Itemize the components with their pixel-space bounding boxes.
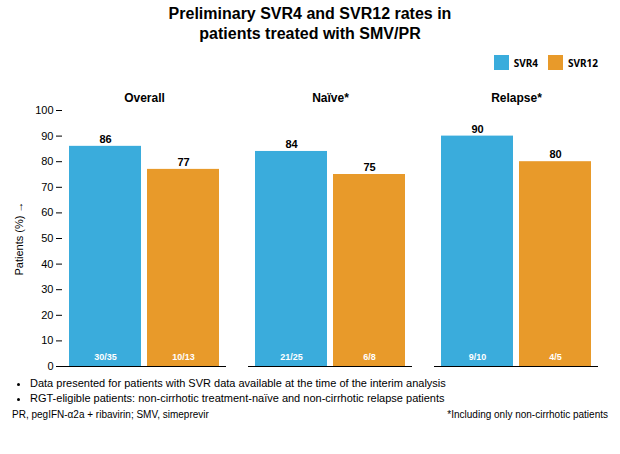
html-text:*Including only non-cirrhotic: *Including only non-cirrhotic patients — [447, 408, 608, 420]
html-text:SVR4: SVR4 — [513, 55, 538, 70]
svg-text:80: 80 — [549, 148, 561, 160]
svg-text:70: 70 — [41, 181, 53, 193]
svg-text:80: 80 — [41, 155, 53, 167]
svg-text:60: 60 — [41, 206, 53, 218]
svg-text:90: 90 — [41, 130, 53, 142]
svg-text:10: 10 — [41, 334, 53, 346]
svg-text:10/13: 10/13 — [172, 352, 195, 362]
svg-text:84: 84 — [285, 138, 298, 150]
svg-text:Patients (%) →: Patients (%) → — [13, 202, 25, 276]
svg-text:86: 86 — [99, 133, 111, 145]
html-text:PR, pegIFN-α2a + ribavirin; SM: PR, pegIFN-α2a + ribavirin; SMV, simepre… — [12, 408, 209, 420]
svg-text:90: 90 — [471, 123, 483, 135]
svg-text:30: 30 — [41, 283, 53, 295]
svg-text:4/5: 4/5 — [549, 352, 562, 362]
svg-text:100: 100 — [35, 104, 53, 116]
svg-text:Relapse*: Relapse* — [491, 91, 542, 105]
html-text:Preliminary SVR4 and SVR12 rat: Preliminary SVR4 and SVR12 rates in pati… — [168, 5, 452, 42]
svg-text:21/25: 21/25 — [280, 352, 303, 362]
svg-text:75: 75 — [363, 161, 375, 173]
svg-text:0: 0 — [47, 360, 53, 372]
svg-text:20: 20 — [41, 309, 53, 321]
html-text:Data presented for patients wi: Data presented for patients with SVR dat… — [30, 377, 446, 389]
svg-text:6/8: 6/8 — [363, 352, 376, 362]
svg-text:Overall: Overall — [124, 91, 165, 105]
html-text:SVR12: SVR12 — [568, 55, 598, 70]
svg-text:40: 40 — [41, 258, 53, 270]
svg-text:30/35: 30/35 — [94, 352, 117, 362]
svg-text:9/10: 9/10 — [469, 352, 487, 362]
svg-text:50: 50 — [41, 232, 53, 244]
svg-text:Naïve*: Naïve* — [312, 91, 349, 105]
svg-text:77: 77 — [177, 156, 189, 168]
html-text:RGT-eligible patients: non-cir: RGT-eligible patients: non-cirrhotic tre… — [30, 391, 445, 404]
